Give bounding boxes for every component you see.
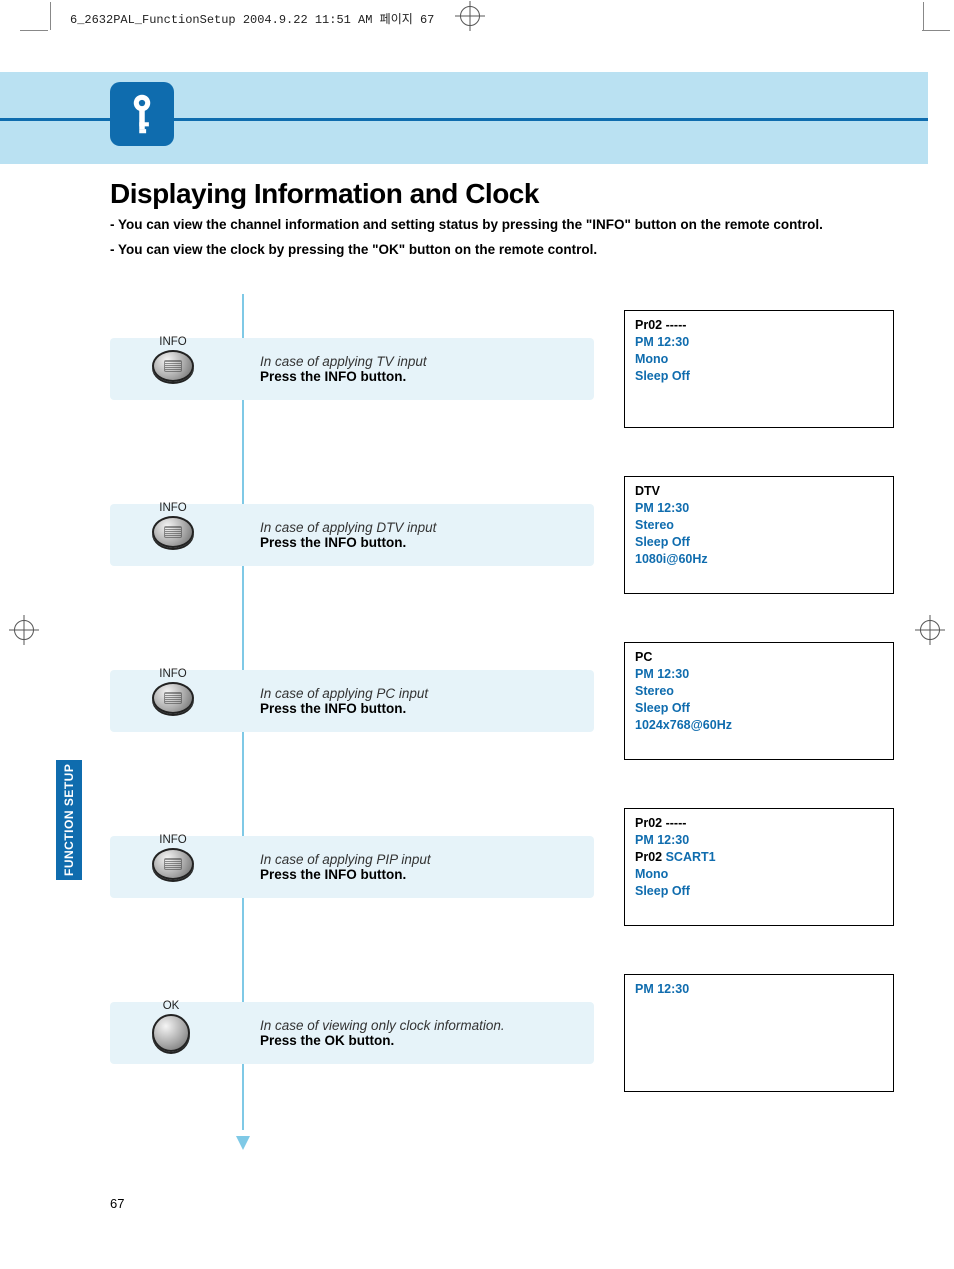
osd-display-box: PCPM 12:30StereoSleep Off1024x768@60Hz <box>624 642 894 760</box>
subtitle-line-2: - You can view the clock by pressing the… <box>110 241 894 260</box>
osd-line: Pr02 ----- <box>635 815 883 832</box>
registration-mark-right <box>920 620 940 640</box>
instruction-action: Press the INFO button. <box>260 535 436 550</box>
instruction-row: In case of applying PIP inputPress the I… <box>110 798 894 930</box>
osd-line: DTV <box>635 483 883 500</box>
remote-button-group: INFO <box>152 668 194 714</box>
osd-line: PC <box>635 649 883 666</box>
instruction-row: In case of applying TV inputPress the IN… <box>110 300 894 432</box>
remote-button-group: OK <box>152 1000 190 1052</box>
instruction-context: In case of viewing only clock informatio… <box>260 1018 505 1033</box>
registration-mark-top <box>460 6 480 26</box>
side-tab-label: FUNCTION SETUP <box>56 760 82 880</box>
osd-line: 1080i@60Hz <box>635 551 883 568</box>
instruction-action: Press the INFO button. <box>260 867 431 882</box>
osd-line: Sleep Off <box>635 368 883 385</box>
osd-line: PM 12:30 <box>635 500 883 517</box>
instruction-context: In case of applying TV input <box>260 354 427 369</box>
page-number: 67 <box>110 1196 124 1211</box>
remote-button-label: OK <box>152 1000 190 1012</box>
osd-line-blue: SCART1 <box>666 850 716 864</box>
remote-button-label: INFO <box>152 834 194 846</box>
remote-button-group: INFO <box>152 336 194 382</box>
osd-display-box: Pr02 -----PM 12:30MonoSleep Off <box>624 310 894 428</box>
osd-line: PM 12:30 <box>635 981 883 998</box>
instruction-row: In case of applying PC inputPress the IN… <box>110 632 894 764</box>
info-button-icon <box>152 350 194 382</box>
osd-line: Sleep Off <box>635 883 883 900</box>
remote-button-group: INFO <box>152 834 194 880</box>
crop-mark <box>50 2 51 30</box>
osd-line: PM 12:30 <box>635 334 883 351</box>
osd-display-box: PM 12:30 <box>624 974 894 1092</box>
print-job-header: 6_2632PAL_FunctionSetup 2004.9.22 11:51 … <box>70 10 434 27</box>
crop-mark <box>20 30 48 31</box>
remote-button-label: INFO <box>152 502 194 514</box>
osd-line: PM 12:30 <box>635 666 883 683</box>
osd-line: Mono <box>635 866 883 883</box>
osd-display-box: Pr02 -----PM 12:30Pr02 SCART1MonoSleep O… <box>624 808 894 926</box>
info-button-icon <box>152 682 194 714</box>
info-button-icon <box>152 848 194 880</box>
osd-line: Pr02 SCART1 <box>635 849 883 866</box>
info-button-icon <box>152 516 194 548</box>
instruction-action: Press the INFO button. <box>260 369 427 384</box>
osd-line: Stereo <box>635 683 883 700</box>
osd-line: 1024x768@60Hz <box>635 717 883 734</box>
remote-button-label: INFO <box>152 668 194 680</box>
registration-mark-left <box>14 620 34 640</box>
osd-line-black: Pr02 <box>635 850 666 864</box>
instruction-row: In case of applying DTV inputPress the I… <box>110 466 894 598</box>
section-key-icon <box>110 82 174 146</box>
flow-arrow-head <box>236 1136 250 1150</box>
remote-button-label: INFO <box>152 336 194 348</box>
crop-mark <box>923 2 924 30</box>
subtitle-line-1: - You can view the channel information a… <box>110 216 894 235</box>
osd-display-box: DTVPM 12:30StereoSleep Off1080i@60Hz <box>624 476 894 594</box>
instruction-action: Press the OK button. <box>260 1033 505 1048</box>
remote-button-group: INFO <box>152 502 194 548</box>
osd-line: Pr02 ----- <box>635 317 883 334</box>
crop-mark <box>922 30 950 31</box>
osd-line: PM 12:30 <box>635 832 883 849</box>
osd-line: Sleep Off <box>635 534 883 551</box>
instruction-context: In case of applying PIP input <box>260 852 431 867</box>
instruction-action: Press the INFO button. <box>260 701 428 716</box>
instruction-row: In case of viewing only clock informatio… <box>110 964 894 1096</box>
instruction-context: In case of applying PC input <box>260 686 428 701</box>
osd-line: Mono <box>635 351 883 368</box>
main-heading-block: Displaying Information and Clock - You c… <box>110 178 894 260</box>
page-title: Displaying Information and Clock <box>110 178 894 210</box>
osd-line: Stereo <box>635 517 883 534</box>
key-icon <box>125 92 159 136</box>
osd-line: Sleep Off <box>635 700 883 717</box>
steps-column: In case of applying TV inputPress the IN… <box>110 300 894 1130</box>
ok-button-icon <box>152 1014 190 1052</box>
instruction-context: In case of applying DTV input <box>260 520 436 535</box>
